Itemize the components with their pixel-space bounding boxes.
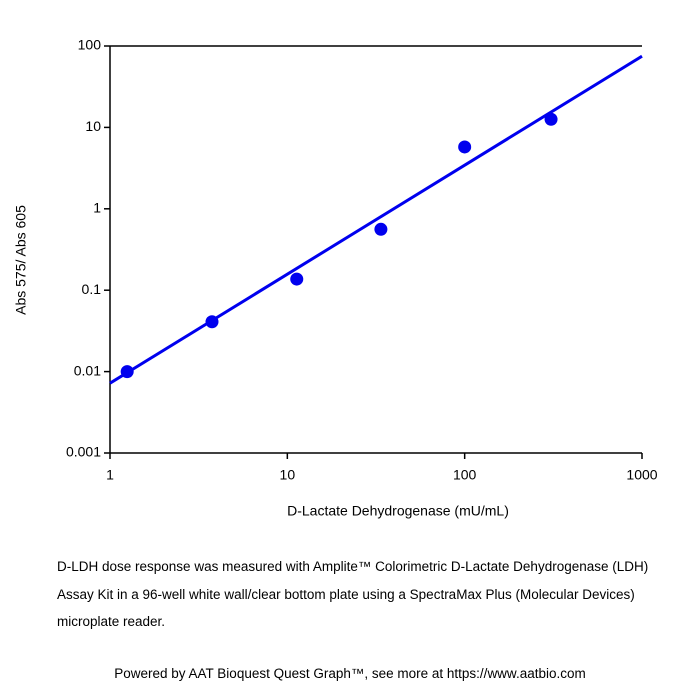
footer: Powered by AAT Bioquest Quest Graph™, se…: [114, 666, 586, 681]
x-tick-label: 1: [106, 467, 114, 483]
data-point: [544, 112, 558, 126]
y-axis-label: Abs 575/ Abs 605: [13, 205, 29, 315]
y-tick-label: 0.001: [66, 444, 101, 460]
y-tick-label: 1: [93, 200, 101, 216]
chart: Abs 575/ Abs 605 D-Lactate Dehydrogenase…: [13, 37, 658, 519]
data-point: [290, 272, 304, 286]
x-tick-label: 100: [453, 467, 477, 483]
data-point: [458, 140, 472, 154]
fit-line: [109, 54, 643, 385]
y-tick-label: 0.01: [74, 362, 101, 378]
y-tick-label: 100: [78, 37, 102, 53]
x-tick-label: 1000: [626, 467, 657, 483]
x-axis-label: D-Lactate Dehydrogenase (mU/mL): [287, 503, 509, 519]
y-tick-label: 0.1: [82, 281, 102, 297]
x-tick-label: 10: [280, 467, 296, 483]
y-tick-label: 10: [85, 118, 101, 134]
caption: D-LDH dose response was measured with Am…: [57, 559, 649, 629]
data-point: [120, 365, 134, 379]
data-point: [205, 315, 219, 329]
data-point: [374, 222, 388, 236]
